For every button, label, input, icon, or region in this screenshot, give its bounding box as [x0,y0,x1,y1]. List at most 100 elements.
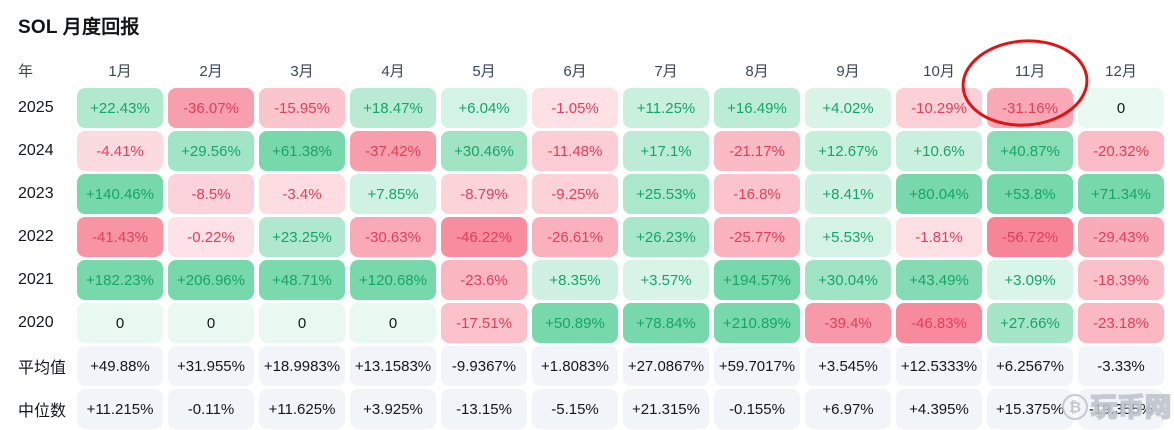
return-cell: -0.155% [714,389,800,429]
return-cell: -41.43% [77,217,163,257]
return-cell: -56.72% [987,217,1073,257]
return-cell: -3.4% [259,174,345,214]
return-cell: -23.18% [1078,303,1164,343]
return-cell: +27.66% [987,303,1073,343]
return-cell: +18.9983% [259,346,345,386]
return-cell: +6.2567% [987,346,1073,386]
return-cell: +48.71% [259,260,345,300]
month-column-header: 1月 [108,62,132,80]
return-cell: -1.05% [532,88,618,128]
return-cell: +26.23% [623,217,709,257]
row-label: 2024 [18,142,54,159]
month-column-header: 6月 [563,62,587,80]
return-cell: -8.79% [441,174,527,214]
return-cell: +3.925% [350,389,436,429]
return-cell: +6.97% [805,389,891,429]
month-column-header: 5月 [472,62,496,80]
return-cell: -46.22% [441,217,527,257]
return-cell: +206.96% [168,260,254,300]
return-cell: +12.5333% [896,346,982,386]
return-cell: +31.955% [168,346,254,386]
return-cell: -15.95% [259,88,345,128]
return-cell: +140.46% [77,174,163,214]
return-cell: +49.88% [77,346,163,386]
return-cell: +12.67% [805,131,891,171]
return-cell: -4.41% [77,131,163,171]
return-cell: -9.9367% [441,346,527,386]
return-cell: -30.63% [350,217,436,257]
return-cell: -11.48% [532,131,618,171]
return-cell: +18.47% [350,88,436,128]
row-label: 2023 [18,185,54,202]
return-cell: +30.04% [805,260,891,300]
return-cell: -13.15% [441,389,527,429]
return-cell: 0 [259,303,345,343]
row-label: 2022 [18,228,54,245]
returns-table: 年 1月 2月 3月 4月 5月 6月 7月 8月 9月 10月 11月 12月 2025 +22.43% -… [10,55,1164,429]
return-cell: -20.32% [1078,131,1164,171]
bitcoin-icon: ₿ [1061,394,1088,420]
return-cell: +1.8083% [532,346,618,386]
row-label: 2025 [18,99,54,116]
return-cell: -37.42% [350,131,436,171]
return-cell: +3.57% [623,260,709,300]
return-cell: +29.56% [168,131,254,171]
row-label: 2020 [18,314,54,331]
row-label: 2021 [18,271,54,288]
return-cell: +5.53% [805,217,891,257]
return-cell: +16.49% [714,88,800,128]
return-cell: -26.61% [532,217,618,257]
row-label: 平均值 [18,360,67,377]
return-cell: +25.53% [623,174,709,214]
page-title: SOL 月度回报 [18,17,140,38]
month-column-header: 2月 [199,62,223,80]
return-cell: -10.29% [896,88,982,128]
return-cell: 0 [168,303,254,343]
return-cell: +3.09% [987,260,1073,300]
return-cell: +182.23% [77,260,163,300]
return-cell: +11.625% [259,389,345,429]
return-cell: -0.11% [168,389,254,429]
return-cell: -21.17% [714,131,800,171]
return-cell: +6.04% [441,88,527,128]
month-column-header: 12月 [1105,62,1137,80]
return-cell: -23.6% [441,260,527,300]
return-cell: +4.395% [896,389,982,429]
return-cell: -1.81% [896,217,982,257]
return-cell: +210.89% [714,303,800,343]
return-cell: -5.15% [532,389,618,429]
return-cell: +43.49% [896,260,982,300]
return-cell: +71.34% [1078,174,1164,214]
return-cell: +21.315% [623,389,709,429]
return-cell: +80.04% [896,174,982,214]
return-cell: -31.16% [987,88,1073,128]
watermark: ₿ 玩币网 [1061,393,1172,421]
return-cell: -17.51% [441,303,527,343]
return-cell: -0.22% [168,217,254,257]
month-column-header: 11月 [1014,62,1046,80]
return-cell: +120.68% [350,260,436,300]
return-cell: -29.43% [1078,217,1164,257]
return-cell: +61.38% [259,131,345,171]
return-cell: +7.85% [350,174,436,214]
return-cell: -3.33% [1078,346,1164,386]
month-column-header: 3月 [290,62,314,80]
return-cell: +59.7017% [714,346,800,386]
return-cell: +22.43% [77,88,163,128]
month-column-header: 9月 [836,62,860,80]
row-label: 中位数 [18,403,67,420]
month-column-header: 7月 [654,62,678,80]
return-cell: +27.0867% [623,346,709,386]
return-cell: -25.77% [714,217,800,257]
return-cell: 0 [77,303,163,343]
return-cell: +3.545% [805,346,891,386]
month-column-header: 10月 [923,62,955,80]
return-cell: -36.07% [168,88,254,128]
return-cell: +8.35% [532,260,618,300]
return-cell: 0 [350,303,436,343]
return-cell: -9.25% [532,174,618,214]
return-cell: +30.46% [441,131,527,171]
return-cell: +8.41% [805,174,891,214]
return-cell: -46.83% [896,303,982,343]
